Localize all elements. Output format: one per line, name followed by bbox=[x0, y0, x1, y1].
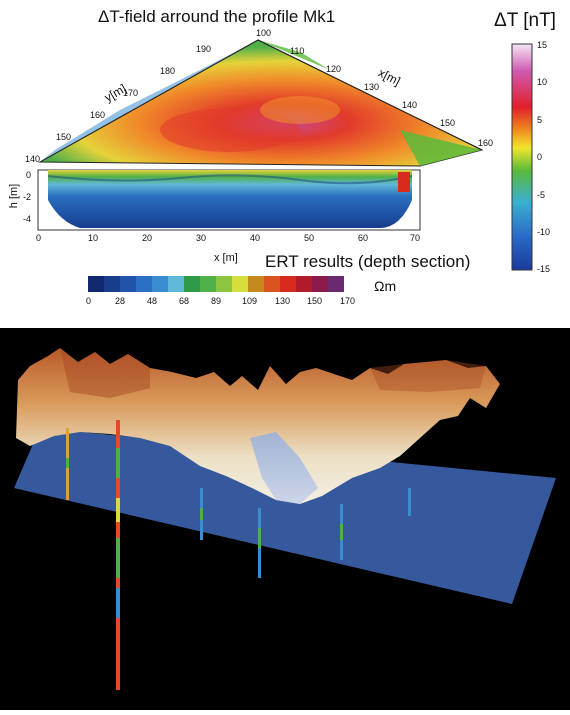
x-tick-130: 130 bbox=[364, 82, 380, 92]
x-tick-110: 110 bbox=[290, 46, 305, 56]
x-tick-120: 120 bbox=[326, 64, 342, 74]
colorbar-label: ΔT [nT] bbox=[494, 10, 556, 31]
sx-tick-20: 20 bbox=[142, 233, 153, 243]
ert-color-scale bbox=[88, 276, 344, 292]
cb-tick-5: 5 bbox=[537, 115, 543, 125]
ert-tick-68: 68 bbox=[179, 296, 190, 306]
y-tick-140: 140 bbox=[25, 154, 41, 164]
x-tick-100: 100 bbox=[256, 28, 272, 38]
delta-t-colorbar bbox=[511, 43, 533, 271]
h-axis-label: h [m] bbox=[8, 183, 21, 209]
figure-graphics bbox=[37, 39, 533, 292]
section-x-axis-label: x [m] bbox=[214, 252, 238, 264]
ert-tick-170: 170 bbox=[340, 296, 356, 306]
reference-plane bbox=[14, 428, 556, 604]
x-tick-150: 150 bbox=[440, 118, 456, 128]
cb-tick-10: 10 bbox=[537, 77, 548, 87]
h-tick-4: -4 bbox=[23, 214, 32, 224]
sx-tick-0: 0 bbox=[36, 233, 42, 243]
h-tick-0: 0 bbox=[26, 170, 32, 180]
terrain-3d-scene bbox=[0, 328, 570, 710]
cb-tick-neg10: -10 bbox=[537, 227, 551, 237]
magnetic-ert-figure: ΔT-field arround the profile Mk1 ΔT [nT] bbox=[0, 0, 570, 328]
cb-tick-15: 15 bbox=[537, 40, 548, 50]
borehole-4 bbox=[258, 508, 261, 578]
borehole-2 bbox=[116, 420, 120, 690]
ert-tick-28: 28 bbox=[115, 296, 126, 306]
ert-title: ERT results (depth section) bbox=[265, 252, 471, 271]
sx-tick-60: 60 bbox=[358, 233, 369, 243]
borehole-5 bbox=[340, 504, 343, 560]
sx-tick-30: 30 bbox=[196, 233, 207, 243]
terrain-3d-graphics bbox=[14, 348, 556, 690]
sx-tick-70: 70 bbox=[410, 233, 421, 243]
y-tick-180: 180 bbox=[160, 66, 176, 76]
ert-tick-89: 89 bbox=[211, 296, 222, 306]
x-tick-160: 160 bbox=[478, 138, 494, 148]
y-tick-190: 190 bbox=[196, 44, 212, 54]
h-tick-2: -2 bbox=[23, 192, 32, 202]
cb-tick-0: 0 bbox=[537, 152, 543, 162]
borehole-6 bbox=[408, 488, 411, 516]
sx-tick-50: 50 bbox=[304, 233, 315, 243]
ert-tick-130: 130 bbox=[275, 296, 291, 306]
x-tick-140: 140 bbox=[402, 100, 418, 110]
borehole-1 bbox=[66, 428, 69, 500]
ert-section bbox=[48, 170, 412, 228]
ert-unit: Ωm bbox=[374, 278, 397, 294]
ert-tick-0: 0 bbox=[86, 296, 92, 306]
ert-tick-48: 48 bbox=[147, 296, 158, 306]
ert-tick-109: 109 bbox=[242, 296, 258, 306]
y-tick-150: 150 bbox=[56, 132, 72, 142]
sx-tick-10: 10 bbox=[88, 233, 99, 243]
y-tick-170: 170 bbox=[123, 88, 139, 98]
cb-tick-neg15: -15 bbox=[537, 264, 551, 274]
ert-tick-150: 150 bbox=[307, 296, 323, 306]
cb-tick-neg5: -5 bbox=[537, 190, 546, 200]
y-tick-160: 160 bbox=[90, 110, 106, 120]
figure-title: ΔT-field arround the profile Mk1 bbox=[98, 7, 336, 26]
sx-tick-40: 40 bbox=[250, 233, 261, 243]
borehole-3 bbox=[200, 488, 203, 540]
